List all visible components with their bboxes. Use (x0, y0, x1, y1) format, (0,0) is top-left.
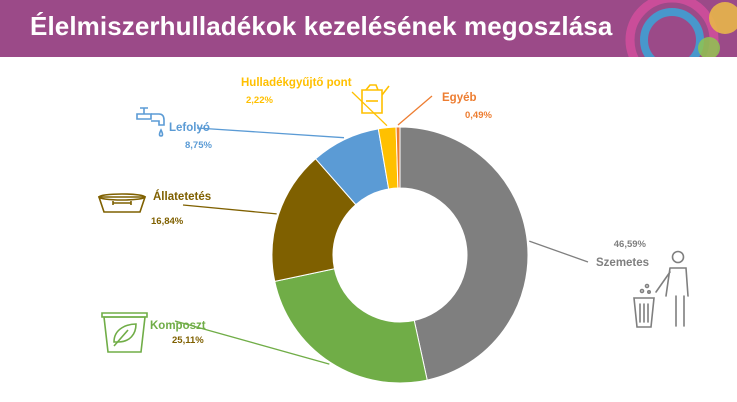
pet-bowl-icon (97, 193, 147, 213)
donut-slices (271, 126, 529, 384)
compost-bin-icon (101, 312, 148, 353)
value-szemetes: 46,59% (614, 239, 647, 250)
label-hulladekgyujto-pont: Hulladékgyűjtő pont (241, 77, 352, 89)
decorative-circles-icon (625, 0, 737, 57)
leader-line-2 (182, 204, 277, 215)
faucet-icon (136, 107, 165, 137)
label-szemetes: Szemetes (596, 257, 649, 269)
value-hulladekgyujto-pont: 2,22% (246, 95, 273, 106)
page-title: Élelmiszerhulladékok kezelésének megoszl… (30, 11, 613, 41)
trash-person-icon (633, 250, 689, 328)
value-komposzt: 25,11% (172, 335, 204, 346)
leader-line-3 (196, 127, 345, 139)
leader-line-5 (397, 95, 433, 126)
leader-line-1 (174, 320, 330, 365)
slice-0 (399, 126, 529, 381)
value-lefolyo: 8,75% (185, 140, 212, 151)
leader-line-0 (529, 240, 589, 263)
value-allatetetes: 16,84% (151, 216, 184, 227)
label-egyeb: Egyéb (442, 92, 477, 104)
label-komposzt: Komposzt (150, 320, 206, 332)
value-egyeb: 0,49% (465, 110, 492, 121)
slice-1 (274, 268, 428, 384)
slice-5 (395, 126, 401, 189)
jerry-can-icon (361, 84, 390, 114)
donut-chart: Szemetes 46,59% Komposzt 25,11% Állatete… (97, 77, 689, 384)
leader-lines (174, 91, 589, 365)
leader-line-4 (351, 91, 388, 127)
label-lefolyo: Lefolyó (169, 122, 210, 134)
label-allatetetes: Állatetetés (153, 190, 211, 203)
title-bar: Élelmiszerhulladékok kezelésének megoszl… (0, 0, 737, 57)
